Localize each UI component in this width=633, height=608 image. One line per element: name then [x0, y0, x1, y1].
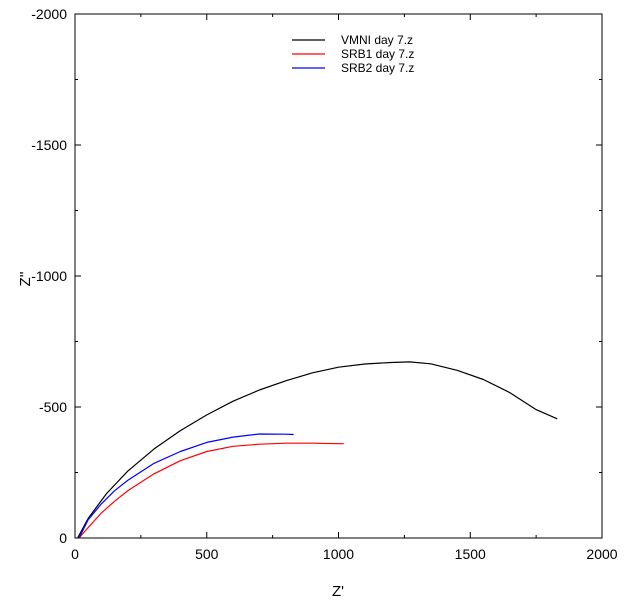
legend-label: SRB1 day 7.z [341, 47, 414, 61]
x-tick-label: 2000 [586, 546, 617, 562]
y-axis-title: Z'' [17, 271, 34, 286]
x-tick-label: 1000 [323, 546, 354, 562]
y-tick-label: -1000 [31, 268, 67, 284]
y-tick-label: -500 [39, 399, 67, 415]
legend-label: VMNI day 7.z [341, 33, 413, 47]
legend-label: SRB2 day 7.z [341, 61, 414, 75]
y-axis-ticks: 0 -500 -1000 -1500 -2000 [31, 6, 602, 546]
series-line-2 [78, 442, 344, 539]
y-tick-label: -2000 [31, 6, 67, 22]
y-tick-label: 0 [59, 530, 67, 546]
series-lines [77, 361, 558, 539]
x-axis-ticks: 0 500 1000 1500 2000 [71, 14, 618, 562]
plot-frame [74, 13, 603, 539]
x-tick-label: 0 [71, 546, 79, 562]
x-tick-label: 1500 [455, 546, 486, 562]
x-axis-title: Z' [332, 583, 344, 600]
x-tick-label: 500 [195, 546, 219, 562]
series-line-1 [77, 361, 558, 539]
y-tick-label: -1500 [31, 137, 67, 153]
series-line-3 [78, 433, 294, 539]
